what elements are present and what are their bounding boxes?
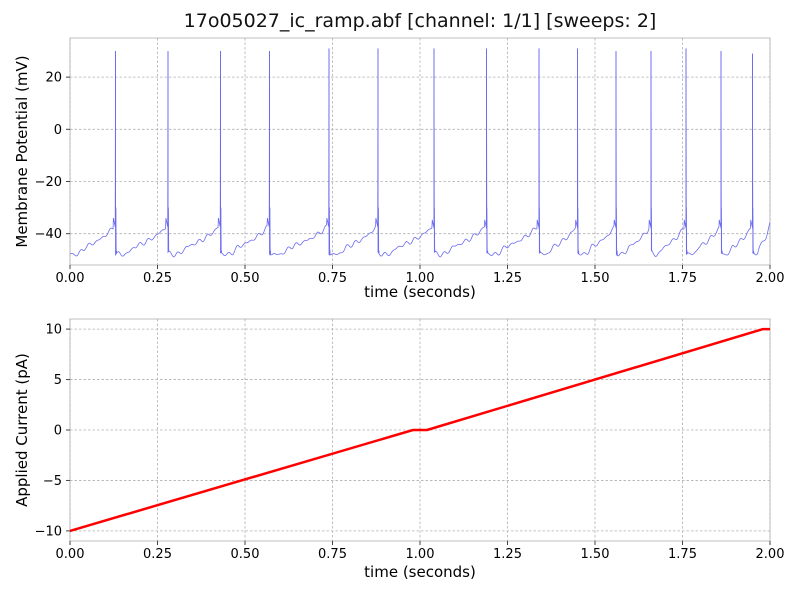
panel2-y-tick-label: 5 bbox=[54, 373, 62, 388]
panel2-x-tick-label: 1.00 bbox=[406, 547, 435, 562]
panel2-x-tick-label: 0.50 bbox=[231, 547, 260, 562]
panel1-y-tick-label: 20 bbox=[45, 71, 62, 86]
panel1-x-tick-label: 0.25 bbox=[143, 271, 172, 286]
panel2-y-tick-label: 10 bbox=[45, 323, 62, 338]
panel2-x-tick-label: 0.25 bbox=[143, 547, 172, 562]
panel1-x-axis-label: time (seconds) bbox=[364, 283, 476, 301]
chart-title: 17o05027_ic_ramp.abf [channel: 1/1] [swe… bbox=[0, 10, 800, 32]
panel2-x-tick-label: 1.25 bbox=[493, 547, 522, 562]
panel2-x-tick-label: 0.00 bbox=[56, 547, 85, 562]
panel2-y-axis-label: Applied Current (pA) bbox=[13, 353, 31, 507]
panel2-x-axis-label: time (seconds) bbox=[364, 563, 476, 581]
panel2-y-tick-label: −10 bbox=[35, 524, 62, 539]
panel1-y-tick-label: −20 bbox=[35, 175, 62, 190]
panel1-x-tick-label: 2.00 bbox=[756, 271, 785, 286]
panel2-x-tick-label: 2.00 bbox=[756, 547, 785, 562]
panel2-x-tick-label: 1.50 bbox=[581, 547, 610, 562]
panel1-x-tick-label: 0.50 bbox=[231, 271, 260, 286]
panel1-x-tick-label: 1.75 bbox=[668, 271, 697, 286]
panel1-y-tick-label: −40 bbox=[35, 227, 62, 242]
panel1-x-tick-label: 0.75 bbox=[318, 271, 347, 286]
panel2-x-tick-label: 1.75 bbox=[668, 547, 697, 562]
panel1-y-axis-label: Membrane Potential (mV) bbox=[13, 55, 31, 247]
panel2-x-tick-label: 0.75 bbox=[318, 547, 347, 562]
panel1-x-tick-label: 0.00 bbox=[56, 271, 85, 286]
panel1-y-tick-label: 0 bbox=[54, 123, 62, 138]
panel1-x-tick-label: 1.50 bbox=[581, 271, 610, 286]
panel2-y-tick-label: −5 bbox=[43, 474, 62, 489]
panel1-x-tick-label: 1.25 bbox=[493, 271, 522, 286]
panel2-y-tick-label: 0 bbox=[54, 424, 62, 439]
